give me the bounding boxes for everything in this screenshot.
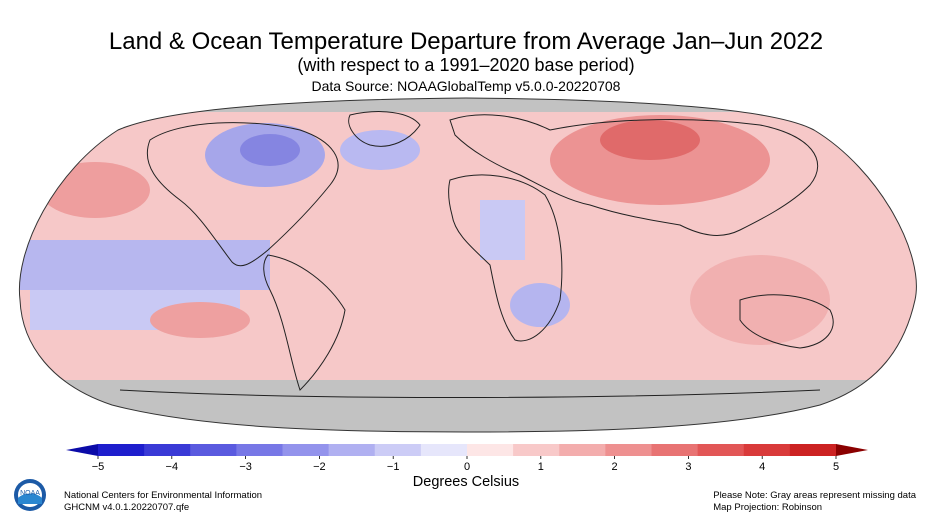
colorbar-tick-label: 0 <box>464 461 470 473</box>
colorbar-cell <box>789 444 837 456</box>
org-name: National Centers for Environmental Infor… <box>64 490 263 501</box>
indian-ocean-warm <box>690 255 830 345</box>
colorbar-cell <box>697 444 745 456</box>
projection-note: Map Projection: Robinson <box>713 502 823 513</box>
colorbar-tick-label: 1 <box>538 461 544 473</box>
colorbar-cell <box>236 444 283 456</box>
siberia-warm-core <box>600 120 700 160</box>
colorbar-cell <box>513 444 560 456</box>
colorbar-tick-label: −5 <box>92 461 105 473</box>
colorbar-cell <box>98 444 145 456</box>
canada-cold-core <box>240 134 300 166</box>
colorbar-tick-label: 5 <box>833 461 839 473</box>
dataset-version: GHCNM v4.0.1.20220707.qfe <box>64 502 190 513</box>
noaa-logo: NOAA <box>14 479 46 511</box>
colorbar-max-arrow <box>836 444 868 456</box>
colorbar-cell <box>605 444 652 456</box>
pacific-warm-anomaly <box>40 162 150 218</box>
colorbar-cell <box>651 444 699 456</box>
footer-right: Please Note: Gray areas represent missin… <box>713 490 916 514</box>
map-frame <box>18 97 917 433</box>
colorbar-title: Degrees Celsius <box>412 474 520 490</box>
colorbar-tick-label: 2 <box>612 461 618 473</box>
colorbar-tick-label: −1 <box>387 461 400 473</box>
colorbar-cell <box>374 444 422 456</box>
svg-text:NOAA: NOAA <box>20 490 40 497</box>
data-source-label: Data Source: NOAAGlobalTemp v5.0.0-20220… <box>311 78 621 94</box>
colorbar-min-arrow <box>66 444 98 456</box>
colorbar-cell <box>328 444 376 456</box>
south-pacific-warm <box>150 302 250 338</box>
colorbar-tick-label: 3 <box>685 461 691 473</box>
coastlines <box>119 111 834 398</box>
colorbar-cell <box>282 444 330 456</box>
africa-cool-anomaly <box>480 200 525 260</box>
colorbar-tick-label: 4 <box>759 461 765 473</box>
footer-left: National Centers for Environmental Infor… <box>64 490 262 514</box>
colorbar-tick-label: −4 <box>166 461 179 473</box>
map-subtitle: (with respect to a 1991–2020 base period… <box>297 55 635 75</box>
southern-africa-cool <box>510 283 570 327</box>
map-title: Land & Ocean Temperature Departure from … <box>108 28 824 55</box>
colorbar-cell <box>190 444 237 456</box>
colorbar-tick-label: −3 <box>239 461 252 473</box>
colorbar-cell <box>467 444 514 456</box>
colorbar-cell <box>144 444 191 456</box>
colorbar-tick-label: −2 <box>313 461 326 473</box>
missing-data-note: Please Note: Gray areas represent missin… <box>713 490 916 501</box>
colorbar-cell <box>559 444 606 456</box>
cool-pacific-band <box>20 240 270 290</box>
colorbar-cell <box>420 444 468 456</box>
colorbar-cell <box>743 444 791 456</box>
